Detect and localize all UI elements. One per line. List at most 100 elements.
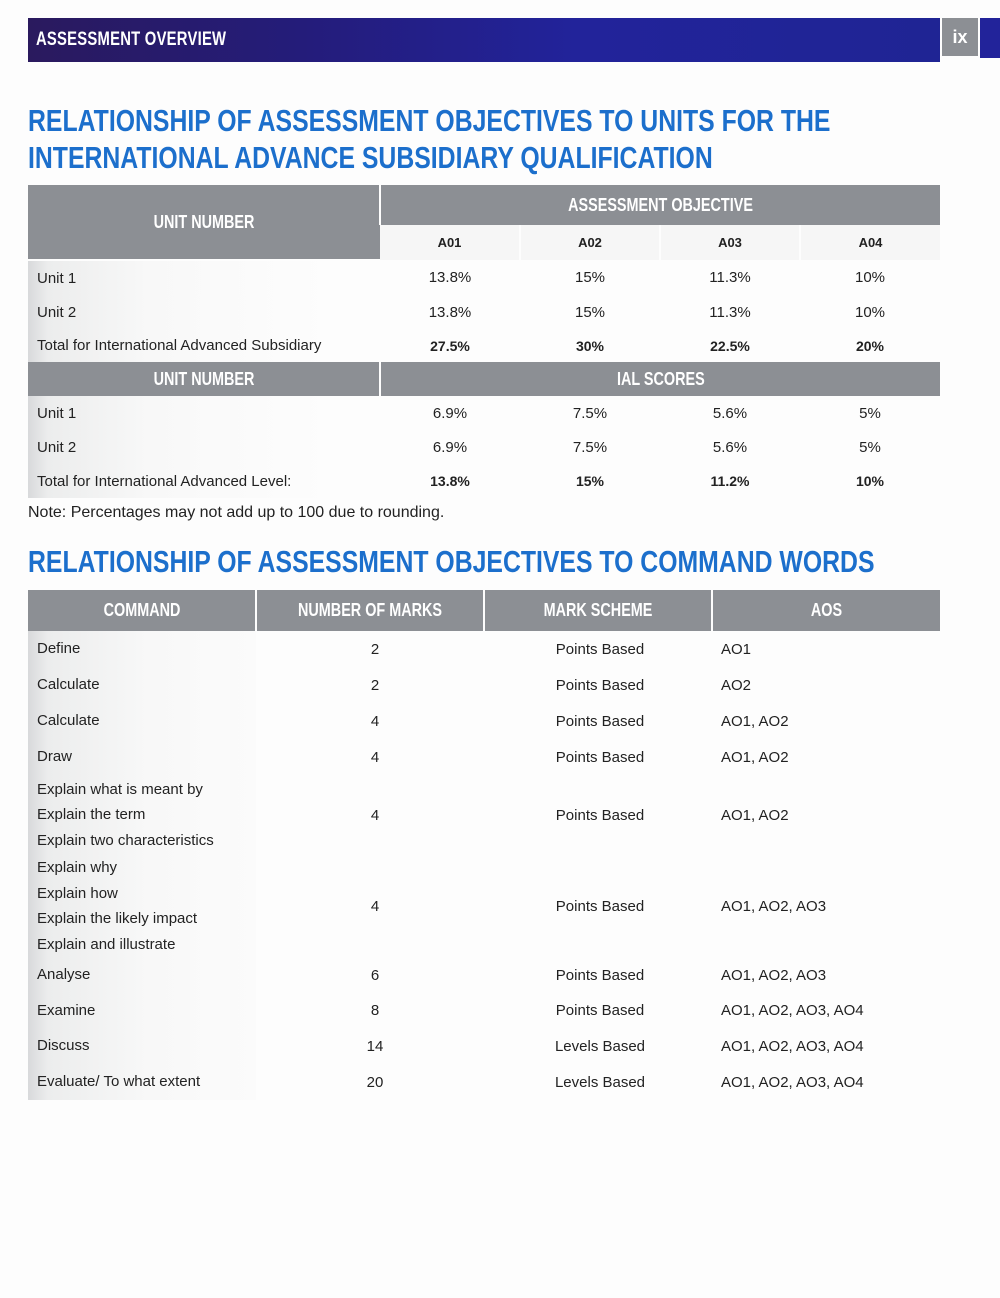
marks-cell: 2	[370, 676, 380, 694]
marks-cell: 8	[370, 1002, 380, 1019]
table-row: Unit 1 6.9% 7.5% 5.6% 5%	[28, 396, 940, 430]
command-word: Explain the likely impact	[37, 910, 198, 927]
ao-col-header: A01	[380, 225, 520, 260]
marks-header: NUMBER OF MARKS	[255, 590, 484, 631]
marks-cell: 4	[370, 712, 380, 730]
table-row: Examine 8 Points Based AO1, AO2, AO3, AO4	[28, 993, 940, 1028]
unit-number-header: UNIT NUMBER	[28, 185, 380, 261]
ial-scores-header: IAL SCORES	[379, 362, 940, 396]
marks-cell: 4	[370, 897, 380, 915]
ao-value: 11.3%	[709, 269, 751, 286]
unit-label: Total for International Advanced Level:	[28, 464, 380, 498]
ao-value: 6.9%	[432, 404, 468, 422]
mark-scheme-cell: Points Based	[555, 640, 645, 658]
ao-value: 13.8%	[430, 473, 470, 489]
aos-cell: AO1, AO2	[721, 806, 789, 824]
table-row: Calculate 2 Points Based AO2	[28, 667, 940, 703]
aos-cell: AO1, AO2, AO3	[721, 966, 827, 984]
command-word: Evaluate/ To what extent	[37, 1073, 201, 1091]
unit-number-header-2: UNIT NUMBER	[28, 362, 380, 396]
ao-value: 10%	[855, 473, 885, 489]
table-row: Evaluate/ To what extent 20 Levels Based AO…	[28, 1064, 940, 1100]
command-cell: Examine	[28, 993, 256, 1028]
command-word: Explain and illustrate	[37, 935, 176, 953]
mark-scheme-cell: Points Based	[555, 676, 645, 694]
ao-value: 5%	[859, 438, 881, 456]
command-word: Define	[37, 640, 81, 658]
aos-cell: AO1, AO2, AO3, AO4	[721, 1073, 864, 1091]
ao-value: 22.5%	[710, 337, 750, 354]
unit-label: Unit 1	[28, 260, 380, 295]
ao-col-header: A03	[659, 225, 800, 260]
aos-cell: AO2	[721, 676, 752, 694]
ao-value: 15%	[574, 269, 606, 286]
ao-value: 11.2%	[710, 473, 750, 489]
marks-cell: 6	[370, 966, 380, 984]
command-word: Explain why	[37, 859, 118, 876]
command-word: Explain the term	[37, 806, 146, 824]
ao-value: 5.6%	[712, 438, 748, 456]
ao-value: 20%	[855, 337, 885, 354]
title-1-line-1: RELATIONSHIP OF ASSESSMENT OBJECTIVES TO…	[28, 103, 831, 138]
ao-value: 7.5%	[572, 404, 608, 422]
mark-scheme-cell: Points Based	[555, 897, 645, 915]
table-row: Total for International Advanced Level: 1…	[28, 464, 940, 498]
ao-value: 5.6%	[712, 404, 748, 422]
ao-value: 5%	[859, 404, 881, 422]
title-1-line-2: INTERNATIONAL ADVANCE SUBSIDIARY QUALIFI…	[28, 140, 713, 175]
mark-scheme-cell: Points Based	[555, 1002, 645, 1019]
table-row: Calculate 4 Points Based AO1, AO2	[28, 703, 940, 739]
command-word: Explain what is meant by	[37, 780, 203, 798]
mark-scheme-header: MARK SCHEME	[483, 590, 712, 631]
command-cell: Draw	[28, 739, 256, 775]
marks-cell: 2	[370, 640, 380, 658]
ao-value: 11.3%	[709, 303, 751, 321]
ao-value: 30%	[575, 337, 605, 354]
mark-scheme-cell: Points Based	[555, 966, 645, 984]
unit-label: Unit 2	[28, 430, 380, 464]
mark-scheme-cell: Points Based	[555, 712, 645, 730]
table-row: Unit 2 13.8% 15% 11.3% 10%	[28, 295, 940, 329]
ao-value: 10%	[854, 269, 886, 286]
table-row: Unit 2 6.9% 7.5% 5.6% 5%	[28, 430, 940, 464]
command-word: Calculate	[37, 712, 100, 730]
command-word: Explain two characteristics	[37, 831, 214, 849]
command-cell: Evaluate/ To what extent	[28, 1064, 256, 1100]
aos-cell: AO1, AO2	[721, 712, 789, 730]
command-word: Discuss	[37, 1037, 90, 1055]
ao-col-header: A04	[799, 225, 940, 260]
aos-cell: AO1, AO2, AO3	[721, 897, 827, 915]
table-row: Total for International Advanced Subsidi…	[28, 329, 940, 362]
section-header-bar: ASSESSMENT OVERVIEW	[28, 18, 940, 62]
title-2: RELATIONSHIP OF ASSESSMENT OBJECTIVES TO…	[28, 544, 875, 579]
assessment-objective-header: ASSESSMENT OBJECTIVE	[379, 185, 940, 225]
ao-value: 13.8%	[428, 269, 472, 286]
marks-cell: 4	[370, 748, 380, 766]
table-row: Discuss 14 Levels Based AO1, AO2, AO3, AO4	[28, 1028, 940, 1064]
command-cell: Explain what is meant by Explain the term…	[28, 775, 256, 855]
section-title: ASSESSMENT OVERVIEW	[36, 29, 227, 50]
command-cell: Analyse	[28, 957, 256, 993]
ao-value: 15%	[575, 473, 605, 489]
table-row: Analyse 6 Points Based AO1, AO2, AO3	[28, 957, 940, 993]
mark-scheme-cell: Points Based	[555, 806, 645, 824]
table-row: Define 2 Points Based AO1	[28, 631, 940, 667]
ao-value: 6.9%	[432, 438, 468, 456]
command-words-table: COMMAND NUMBER OF MARKS MARK SCHEME AOS …	[28, 590, 940, 1100]
table-row: Draw 4 Points Based AO1, AO2	[28, 739, 940, 775]
ao-value: 15%	[574, 303, 606, 321]
table-row: Explain what is meant by Explain the term…	[28, 775, 940, 855]
header-bar-edge	[980, 18, 1000, 58]
marks-cell: 4	[370, 806, 380, 824]
aos-cell: AO1, AO2, AO3, AO4	[721, 1002, 864, 1019]
ao-units-table: UNIT NUMBER ASSESSMENT OBJECTIVE A01 A02…	[28, 185, 940, 498]
command-word: Draw	[37, 748, 73, 766]
mark-scheme-cell: Levels Based	[554, 1037, 646, 1055]
unit-label: Total for International Advanced Subsidi…	[28, 329, 380, 362]
table-row: Explain why Explain how Explain the likely…	[28, 855, 940, 957]
rounding-note: Note: Percentages may not add up to 100 …	[28, 504, 445, 521]
aos-header: AOS	[711, 590, 940, 631]
marks-cell: 20	[366, 1073, 384, 1091]
ao-value: 10%	[854, 303, 886, 321]
command-word: Examine	[37, 1001, 96, 1019]
